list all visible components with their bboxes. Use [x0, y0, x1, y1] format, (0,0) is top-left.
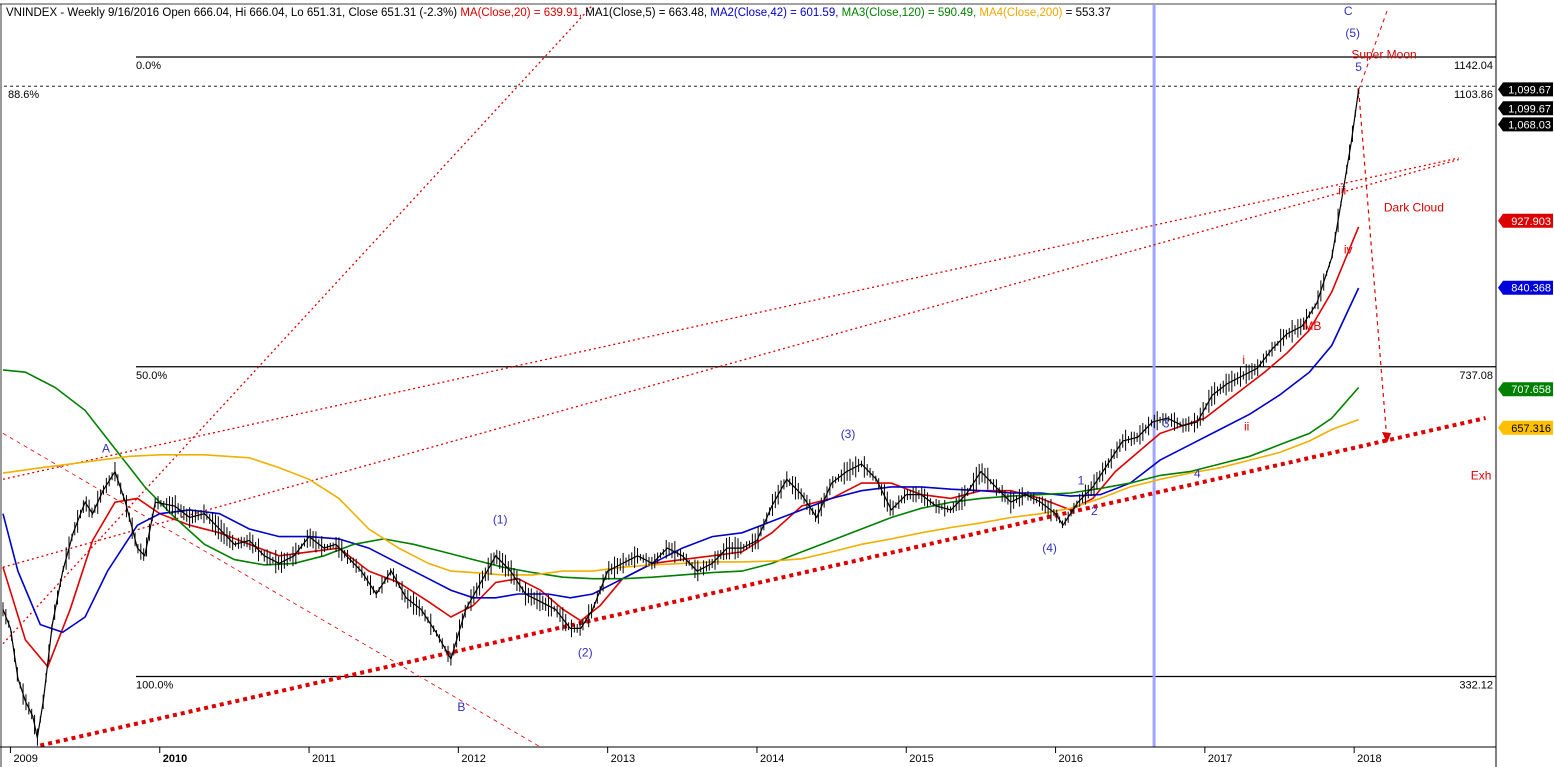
- x-axis: [0, 0, 1497, 767]
- trend-line: [2, 158, 1459, 568]
- wave-label: A: [102, 441, 110, 455]
- wave-label: MB: [1303, 319, 1321, 333]
- x-tick-label: 2018: [1357, 753, 1381, 765]
- level-label-right: 1142.04: [1454, 60, 1493, 72]
- trend-lines: [2, 4, 1486, 748]
- axis-value-tag: [1498, 280, 1553, 295]
- x-tick-label: 2016: [1059, 753, 1083, 765]
- level-label-left: 0.0%: [136, 60, 161, 72]
- wave-label: Exh: [1471, 468, 1492, 482]
- wave-label: (5): [1345, 26, 1360, 40]
- axis-value-label: 927.903: [1511, 216, 1551, 228]
- price-line: [2, 89, 1360, 738]
- header-segment: = 553.37: [1062, 7, 1110, 19]
- level-label-left: 100.0%: [136, 680, 174, 692]
- trend-line: [1358, 89, 1388, 442]
- ma-series-line: [2, 418, 1359, 576]
- level-label-left: 50.0%: [136, 370, 167, 382]
- wave-label: Dark Cloud: [1384, 201, 1444, 215]
- chart-header: VNINDEX - Weekly 9/16/2016 Open 666.04, …: [6, 7, 1111, 19]
- wave-label: i: [1242, 353, 1245, 367]
- axis-value-tag: [1498, 101, 1553, 116]
- level-label-right: 1103.86: [1454, 89, 1493, 101]
- wave-label: (4): [1042, 541, 1057, 555]
- x-tick-label: 2010: [163, 753, 187, 765]
- axis-value-label: 1,068.03: [1508, 119, 1551, 131]
- wave-label: iv: [1344, 243, 1353, 257]
- axis-value-label: 1,099.67: [1508, 103, 1551, 115]
- ma-series-line: [2, 369, 1360, 580]
- wave-label: (3): [841, 427, 856, 441]
- x-tick-label: 2011: [312, 753, 336, 765]
- wave-label: (2): [578, 646, 593, 660]
- trend-line: [39, 416, 1486, 748]
- fibonacci-levels: 0.0% 1142.04 88.6% 1103.86 50.0% 737.08 100.0%…: [4, 56, 1496, 692]
- x-tick-label: 2017: [1208, 753, 1232, 765]
- level-label-left: 88.6%: [8, 89, 39, 101]
- wave-label: ii: [1244, 419, 1249, 433]
- price-series: [2, 88, 1360, 746]
- wave-label: iii: [1338, 184, 1346, 198]
- header-segment: MA2(Close,42) = 601.59,: [710, 7, 841, 19]
- x-tick-label: 2012: [461, 753, 485, 765]
- ma-series-line: [2, 287, 1360, 634]
- header-segment: VNINDEX - Weekly 9/16/2016 Open 666.04, …: [6, 7, 460, 19]
- wave-label: 4: [1194, 467, 1201, 481]
- wave-label: B: [457, 700, 465, 714]
- level-label-right: 332.12: [1459, 680, 1493, 692]
- wave-label: C: [1344, 4, 1353, 18]
- header-segment: MA1(Close,5) = 663.48,: [585, 7, 710, 19]
- axis-value-tag: [1498, 82, 1553, 97]
- wave-label: Super Moon: [1351, 48, 1416, 62]
- axis-value-tag: [1498, 117, 1553, 132]
- header-segment: MA4(Close,200): [979, 7, 1062, 19]
- projection-arrowhead: [1382, 432, 1392, 444]
- wave-label: 3: [1163, 416, 1170, 430]
- trend-line: [2, 157, 1459, 480]
- wave-label: 2: [1091, 504, 1098, 518]
- header-segment: MA(Close,20) = 639.91,: [460, 7, 585, 19]
- axis-value-tag: [1498, 420, 1553, 435]
- axis-value-label: 840.368: [1511, 283, 1551, 295]
- axis-value-tag: [1498, 382, 1553, 397]
- x-tick-label: 2015: [909, 753, 933, 765]
- x-tick-label: 2014: [760, 753, 784, 765]
- axis-value-label: 1,099.67: [1508, 84, 1551, 96]
- right-axis-labels: 1,099.67 1,099.67 1,068.03 927.903 840.368 70…: [1498, 82, 1553, 435]
- trend-line: [1358, 10, 1388, 91]
- x-ticks: 2009 2010 2011 2012 2013 2014 2015 2016 2017 2018: [9, 747, 1382, 765]
- x-tick-label: 2009: [13, 753, 37, 765]
- moving-average-series: [2, 226, 1360, 669]
- wave-label: 1: [1078, 474, 1085, 488]
- x-tick-label: 2013: [611, 753, 635, 765]
- level-label-right: 737.08: [1459, 370, 1493, 382]
- header-segment: MA3(Close,120) = 590.49,: [842, 7, 980, 19]
- wave-label: 5: [1355, 60, 1362, 74]
- wave-label: (1): [493, 513, 508, 527]
- axis-value-label: 657.316: [1511, 423, 1551, 435]
- axis-value-label: 707.658: [1511, 384, 1551, 396]
- axis-value-tag: [1498, 213, 1553, 228]
